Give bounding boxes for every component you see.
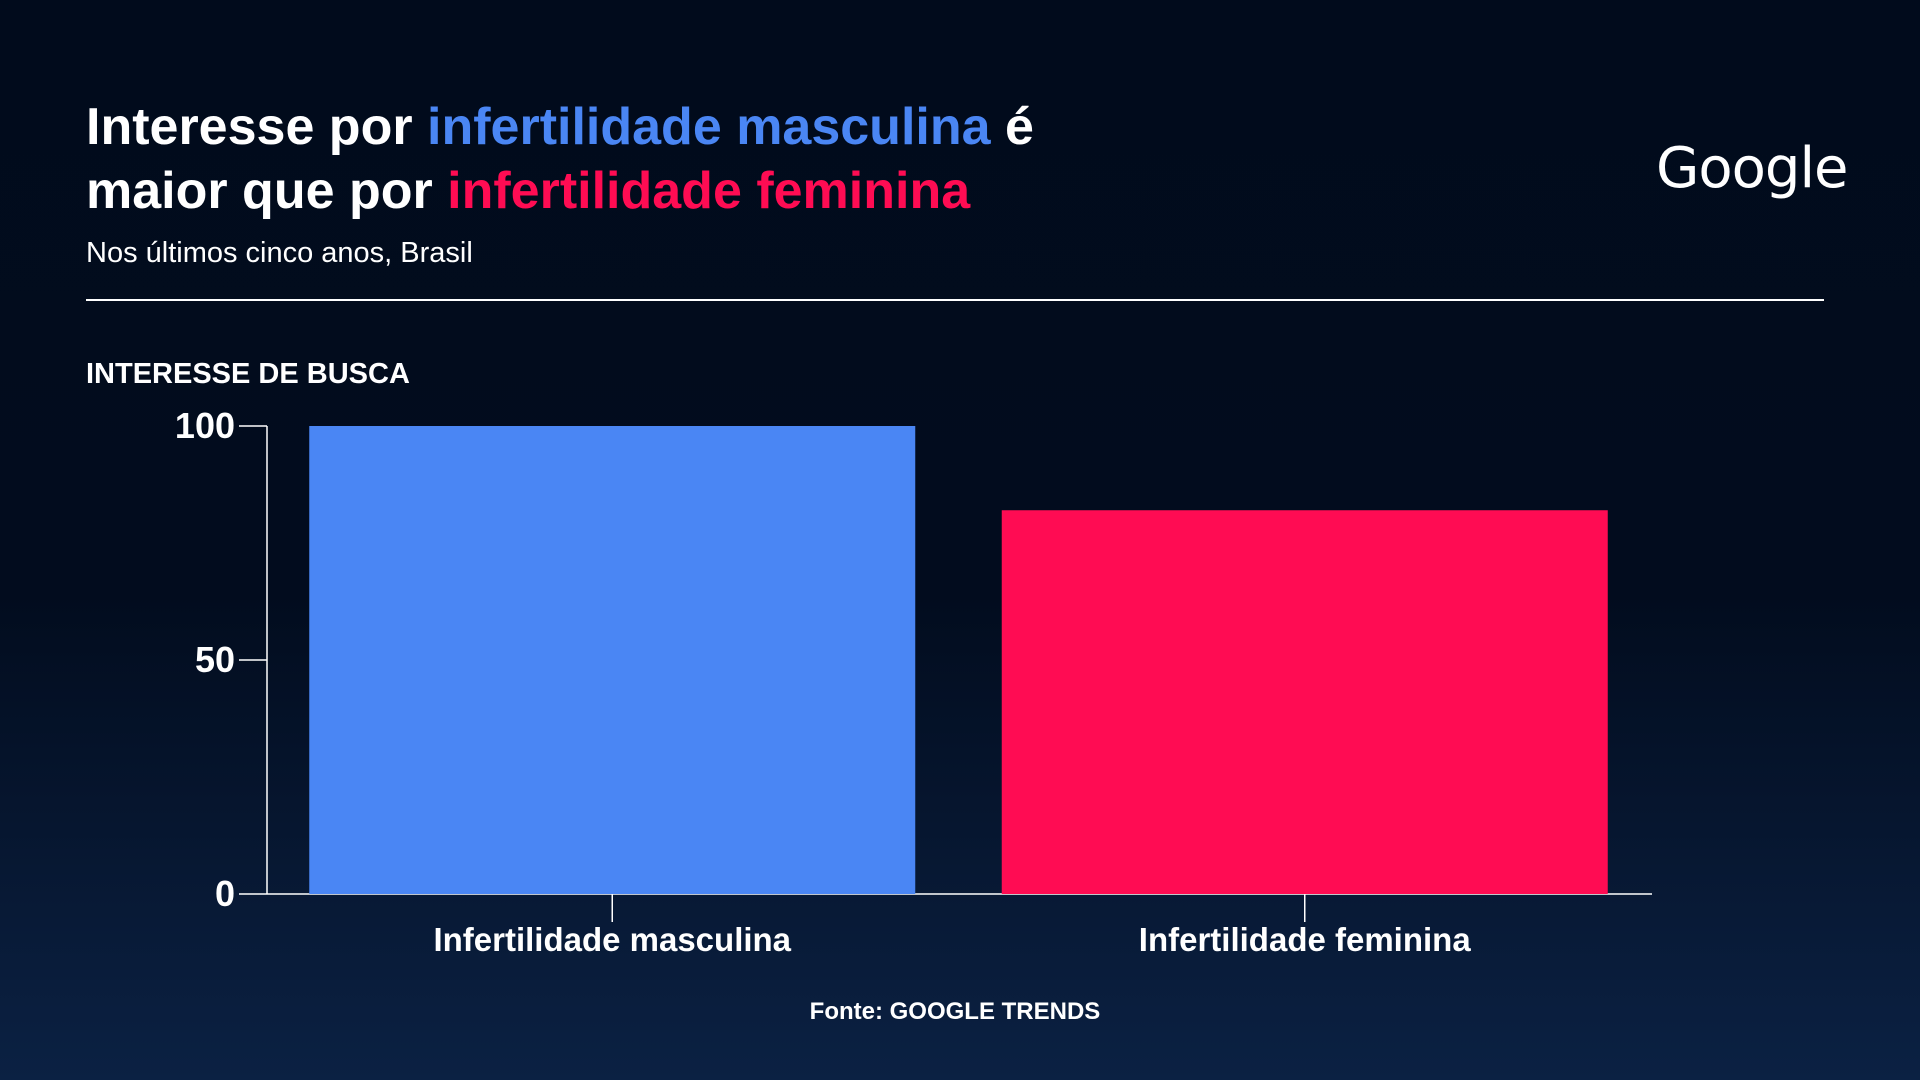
title-line1-suffix: é bbox=[990, 98, 1034, 156]
x-tick-label-0: Infertilidade masculina bbox=[433, 921, 791, 958]
google-logo: Google bbox=[1656, 136, 1848, 201]
header-divider bbox=[86, 299, 1824, 301]
y-tick-label-100: 100 bbox=[175, 405, 235, 446]
source-note: Fonte: GOOGLE TRENDS bbox=[809, 998, 1101, 1025]
bar-masculina bbox=[309, 426, 916, 894]
title-line2-prefix: maior que por bbox=[86, 162, 448, 220]
x-tick-label-1: Infertilidade feminina bbox=[1139, 921, 1472, 958]
bar-feminina bbox=[1001, 510, 1608, 894]
chart-subtitle: Nos últimos cinco anos, Brasil bbox=[86, 237, 473, 269]
title-highlight-male: infertilidade masculina bbox=[427, 98, 991, 156]
chart-title: Interesse por infertilidade masculina é … bbox=[86, 95, 1386, 223]
y-axis-label: INTERESSE DE BUSCA bbox=[86, 358, 410, 390]
y-tick-label-50: 50 bbox=[195, 639, 235, 680]
title-line1-prefix: Interesse por bbox=[86, 98, 428, 156]
title-highlight-female: infertilidade feminina bbox=[447, 162, 971, 220]
y-tick-label-0: 0 bbox=[215, 873, 235, 914]
